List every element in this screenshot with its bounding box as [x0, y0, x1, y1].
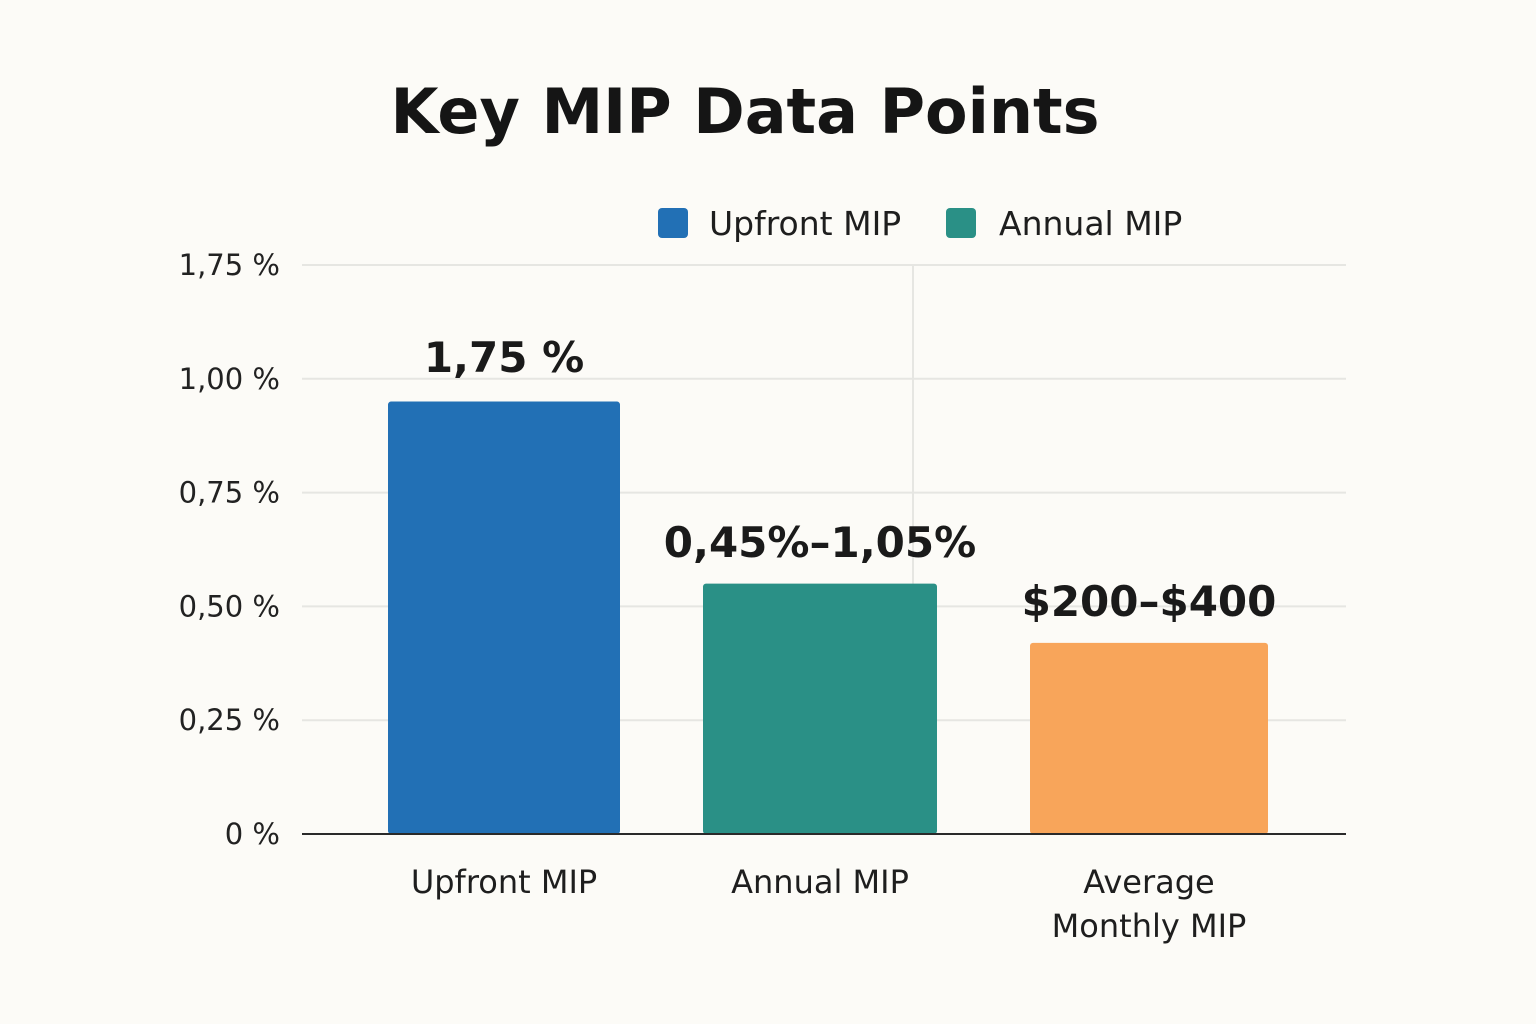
legend-label: Upfront MIP: [709, 204, 901, 243]
x-tick-label: Monthly MIP: [1052, 907, 1247, 945]
x-tick-label: Upfront MIP: [411, 863, 597, 901]
bar: [1030, 642, 1268, 834]
legend: Upfront MIP Annual MIP: [658, 204, 1182, 243]
x-axis: Upfront MIP Annual MIP Average Monthly MIP: [302, 833, 1346, 945]
y-tick-label: 0,50 %: [179, 589, 280, 623]
bar-data-label: 0,45%–1,05%: [664, 518, 976, 567]
bar-data-label: 1,75 %: [424, 333, 584, 382]
data-labels: 1,75 % 0,45%–1,05% $200–$400: [424, 333, 1277, 626]
y-tick-label: 1,00 %: [179, 362, 280, 396]
y-tick-label: 1,75 %: [179, 248, 280, 282]
y-tick-label: 0 %: [225, 817, 280, 851]
y-tick-label: 0,75 %: [179, 476, 280, 510]
legend-swatch: [658, 208, 688, 238]
y-axis: 0 % 0,25 % 0,50 % 0,75 % 1,00 % 1,75 %: [179, 248, 280, 851]
bar: [703, 583, 937, 834]
chart-title: Key MIP Data Points: [390, 75, 1099, 148]
bar-data-label: $200–$400: [1022, 577, 1277, 626]
x-tick-label: Annual MIP: [731, 863, 909, 901]
bars: [388, 401, 1268, 834]
legend-label: Annual MIP: [999, 204, 1182, 243]
legend-swatch: [946, 208, 976, 238]
y-tick-label: 0,25 %: [179, 703, 280, 737]
x-tick-label: Average: [1083, 863, 1214, 901]
bar: [388, 401, 620, 834]
